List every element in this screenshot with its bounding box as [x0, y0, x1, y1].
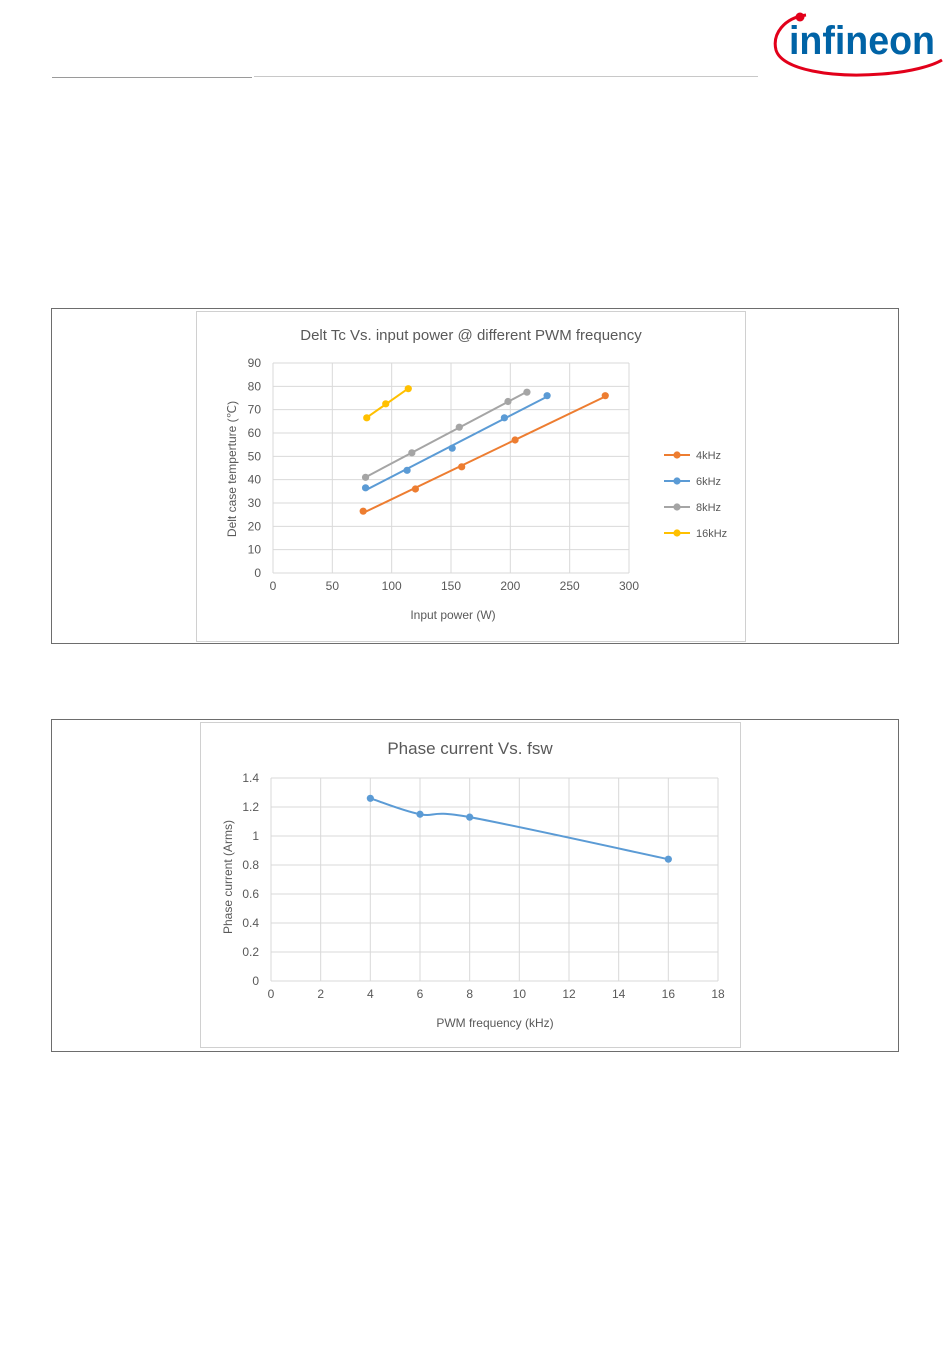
- x-tick-label: 4: [367, 987, 374, 1001]
- chart-title: Phase current Vs. fsw: [387, 739, 553, 758]
- chart-delt-tc-vs-input-power: Delt Tc Vs. input power @ different PWM …: [196, 311, 746, 642]
- x-tick-label: 12: [562, 987, 576, 1001]
- legend-marker-16khz: [673, 529, 681, 537]
- y-tick-label: 10: [248, 543, 262, 557]
- x-tick-label: 10: [513, 987, 527, 1001]
- legend-marker-4khz: [673, 451, 681, 459]
- logo-wordmark: infineon: [789, 19, 935, 63]
- infineon-logo: infineon: [770, 6, 946, 78]
- x-tick-label: 150: [441, 579, 461, 593]
- chart-phase-current-vs-fsw: Phase current Vs. fsw 0 2 4 6 8 10 12 14 16 18 0 0.…: [200, 722, 741, 1048]
- data-point-series-1: [466, 813, 474, 821]
- data-point-16khz: [363, 414, 371, 422]
- data-point-series-1: [366, 794, 374, 802]
- y-tick-label: 1: [252, 829, 259, 843]
- data-point-6khz: [500, 414, 508, 422]
- x-tick-label: 0: [270, 579, 277, 593]
- y-tick-label: 40: [248, 473, 262, 487]
- legend: 4kHz 6kHz 8kHz 16kHz: [664, 450, 727, 540]
- chart-area-border: [196, 311, 746, 642]
- y-tick-label: 50: [248, 449, 262, 463]
- x-tick-label: 18: [711, 987, 725, 1001]
- series-lines: [370, 797, 669, 861]
- legend-label-16khz: 16kHz: [696, 528, 727, 540]
- y-tick-label: 0.6: [242, 887, 259, 901]
- data-point-8khz: [361, 473, 370, 481]
- y-tick-label: 60: [248, 426, 262, 440]
- series-line-series-1: [370, 797, 669, 861]
- data-point-16khz: [382, 400, 390, 408]
- data-point-6khz: [543, 392, 551, 400]
- x-tick-label: 250: [560, 579, 580, 593]
- y-tick-label: 90: [248, 356, 262, 370]
- y-tick-label: 0: [252, 974, 259, 988]
- y-tick-label: 0.8: [242, 858, 259, 872]
- x-tick-label: 50: [326, 579, 340, 593]
- data-point-4khz: [359, 507, 367, 515]
- y-tick-label: 80: [248, 379, 262, 393]
- x-tick-label: 100: [382, 579, 402, 593]
- x-tick-label: 300: [619, 579, 639, 593]
- y-axis-label: Delt case temperture (℃): [225, 401, 239, 537]
- y-tick-label: 1.4: [242, 771, 259, 785]
- logo-arc: [773, 13, 943, 77]
- x-tick-label: 6: [417, 987, 424, 1001]
- series-line-8khz: [365, 390, 528, 479]
- data-point-4khz: [411, 485, 419, 493]
- x-axis-label: PWM frequency (kHz): [436, 1016, 553, 1030]
- data-point-8khz: [504, 397, 512, 406]
- data-point-6khz: [448, 444, 456, 452]
- chart-title: Delt Tc Vs. input power @ different PWM …: [300, 327, 642, 344]
- tick-labels: 0 2 4 6 8 10 12 14 16 18 0 0.2 0.4 0.6 0.8 1 1.2 1.4: [242, 771, 725, 1001]
- data-point-4khz: [511, 436, 519, 444]
- x-tick-label: 200: [500, 579, 520, 593]
- x-axis-label: Input power (W): [410, 608, 495, 622]
- y-tick-label: 70: [248, 403, 262, 417]
- data-point-16khz: [404, 385, 412, 393]
- y-tick-label: 0: [254, 566, 261, 580]
- x-tick-label: 0: [268, 987, 275, 1001]
- y-tick-label: 1.2: [242, 800, 259, 814]
- x-tick-label: 14: [612, 987, 626, 1001]
- data-point-6khz: [403, 466, 411, 474]
- logo-dot: [795, 12, 805, 22]
- legend-label-6khz: 6kHz: [696, 476, 721, 488]
- data-point-8khz: [455, 423, 463, 431]
- y-tick-label: 0.4: [242, 916, 259, 930]
- x-tick-label: 16: [662, 987, 676, 1001]
- gridlines: [270, 777, 719, 982]
- legend-label-8khz: 8kHz: [696, 502, 721, 514]
- data-point-6khz: [361, 484, 370, 492]
- x-tick-label: 8: [466, 987, 473, 1001]
- series-markers: [366, 794, 672, 863]
- data-point-8khz: [408, 449, 416, 457]
- data-point-series-1: [664, 855, 672, 863]
- chart-area-border: [200, 722, 741, 1048]
- header-divider-right: [254, 76, 758, 77]
- data-point-4khz: [458, 463, 466, 471]
- series-line-6khz: [365, 395, 548, 492]
- x-tick-label: 2: [317, 987, 324, 1001]
- y-axis-label: Phase current (Arms): [221, 820, 235, 934]
- gridlines: [272, 362, 630, 574]
- legend-label-4khz: 4kHz: [696, 450, 721, 462]
- y-tick-label: 30: [248, 496, 262, 510]
- legend-marker-8khz: [673, 503, 681, 511]
- series-lines: [362, 387, 606, 514]
- y-tick-label: 20: [248, 519, 262, 533]
- data-point-4khz: [601, 392, 609, 400]
- series-line-4khz: [362, 395, 606, 514]
- tick-labels: 0 50 100 150 200 250 300 0 10 20 30 40 50 60 70 80 90: [248, 356, 640, 593]
- header-divider: [52, 77, 252, 78]
- y-tick-label: 0.2: [242, 945, 259, 959]
- legend-marker-6khz: [673, 477, 681, 485]
- data-point-8khz: [523, 388, 531, 396]
- series-markers: [359, 385, 609, 515]
- data-point-series-1: [416, 810, 424, 818]
